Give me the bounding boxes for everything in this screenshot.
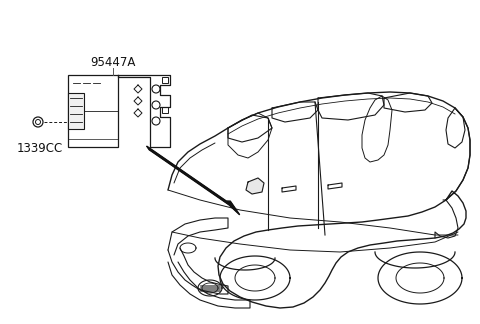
Text: 1339CC: 1339CC (17, 142, 63, 155)
Bar (162, 107, 168, 113)
Polygon shape (246, 178, 264, 194)
Bar (162, 77, 168, 83)
Bar (68, 93, 84, 129)
Text: 95447A: 95447A (90, 55, 136, 68)
Polygon shape (147, 146, 240, 215)
Bar (68, 75, 118, 147)
